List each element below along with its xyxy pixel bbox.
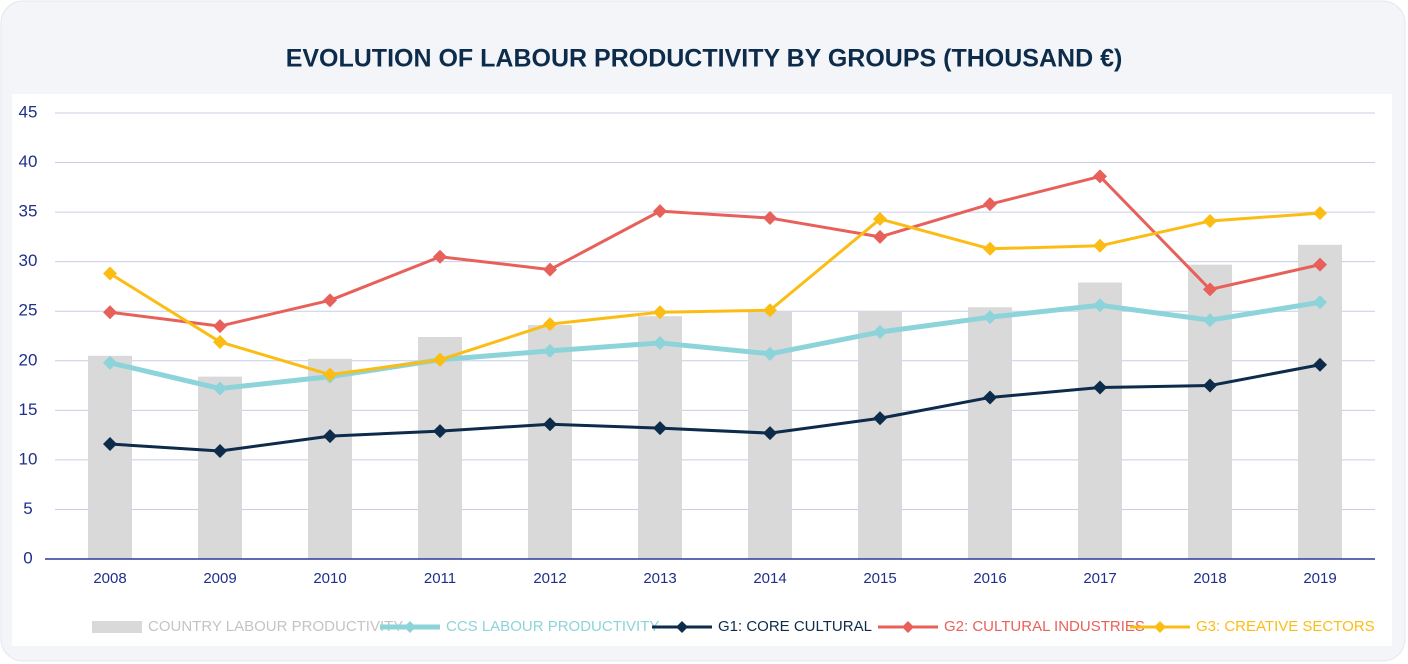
marker (323, 429, 337, 444)
marker (543, 417, 557, 432)
legend-label: CCS LABOUR PRODUCTIVITY (446, 618, 659, 635)
line (109, 363, 1321, 453)
chart-title: EVOLUTION OF LABOUR PRODUCTIVITY BY GROU… (286, 45, 1123, 73)
legend-label: G2: CULTURAL INDUSTRIES (944, 618, 1145, 635)
y-tick-label: 25 (19, 301, 38, 320)
marker (213, 334, 227, 349)
marker (213, 319, 227, 334)
legend-marker (1154, 621, 1166, 633)
y-tick-label: 40 (19, 152, 38, 171)
bar (1298, 244, 1342, 559)
y-tick-label: 0 (23, 548, 32, 567)
bar (418, 336, 462, 559)
legend-label: COUNTRY LABOUR PRODUCTIVITY (148, 618, 403, 635)
marker (983, 310, 997, 325)
marker (873, 411, 887, 426)
marker (323, 367, 337, 382)
marker (213, 381, 227, 396)
line (109, 211, 1321, 377)
marker (1313, 295, 1327, 310)
marker (1313, 357, 1327, 372)
marker (983, 197, 997, 212)
marker (983, 390, 997, 405)
marker (763, 211, 777, 226)
marker (653, 204, 667, 219)
legend-marker (902, 621, 914, 633)
marker (763, 426, 777, 441)
marker (103, 305, 117, 320)
marker (1203, 313, 1217, 328)
bar (528, 325, 572, 559)
marker (1093, 298, 1107, 313)
marker (763, 303, 777, 318)
marker (1203, 378, 1217, 393)
marker (103, 355, 117, 370)
x-tick-label: 2012 (533, 570, 566, 587)
marker (213, 443, 227, 458)
marker (873, 212, 887, 227)
marker (653, 305, 667, 320)
marker (1093, 169, 1107, 184)
x-tick-label: 2016 (973, 570, 1006, 587)
marker (653, 421, 667, 436)
marker (1313, 206, 1327, 221)
legend-label: G1: CORE CULTURAL (718, 618, 872, 635)
x-tick-label: 2017 (1083, 570, 1116, 587)
legend-swatch (92, 621, 142, 633)
marker (763, 346, 777, 361)
marker (983, 241, 997, 256)
plot-area (12, 94, 1392, 646)
line (109, 174, 1321, 328)
marker (1093, 238, 1107, 253)
y-tick-label: 35 (19, 202, 38, 221)
y-tick-label: 10 (19, 449, 38, 468)
marker (103, 437, 117, 452)
bar (638, 316, 682, 559)
x-tick-label: 2008 (93, 570, 126, 587)
x-tick-label: 2018 (1193, 570, 1226, 587)
bar (88, 355, 132, 559)
y-tick-label: 45 (19, 102, 38, 121)
marker (543, 317, 557, 332)
marker (103, 266, 117, 281)
marker (1313, 257, 1327, 272)
bar (198, 376, 242, 559)
x-tick-label: 2011 (424, 570, 456, 587)
y-tick-label: 15 (19, 400, 38, 419)
bar (1078, 282, 1122, 559)
x-tick-label: 2009 (203, 570, 236, 587)
legend-label: G3: CREATIVE SECTORS (1196, 618, 1375, 635)
x-tick-label: 2010 (313, 570, 346, 587)
marker (873, 229, 887, 244)
marker (433, 352, 447, 367)
bar (968, 307, 1012, 559)
marker (1203, 214, 1217, 229)
legend-marker (676, 621, 688, 633)
marker (433, 424, 447, 439)
marker (323, 293, 337, 308)
marker (543, 262, 557, 277)
y-tick-label: 5 (23, 499, 32, 518)
x-tick-label: 2015 (863, 570, 896, 587)
y-tick-label: 20 (19, 350, 38, 369)
marker (1203, 282, 1217, 297)
marker (653, 335, 667, 350)
marker (433, 249, 447, 264)
bar (308, 358, 352, 559)
marker (543, 343, 557, 358)
marker (1093, 380, 1107, 395)
legend-marker (404, 621, 416, 633)
x-tick-label: 2013 (643, 570, 676, 587)
y-tick-label: 30 (19, 251, 38, 270)
bar (858, 311, 902, 559)
bar (1188, 264, 1232, 559)
x-tick-label: 2014 (753, 570, 786, 587)
line (109, 299, 1321, 392)
marker (873, 325, 887, 340)
x-tick-label: 2019 (1303, 570, 1336, 587)
